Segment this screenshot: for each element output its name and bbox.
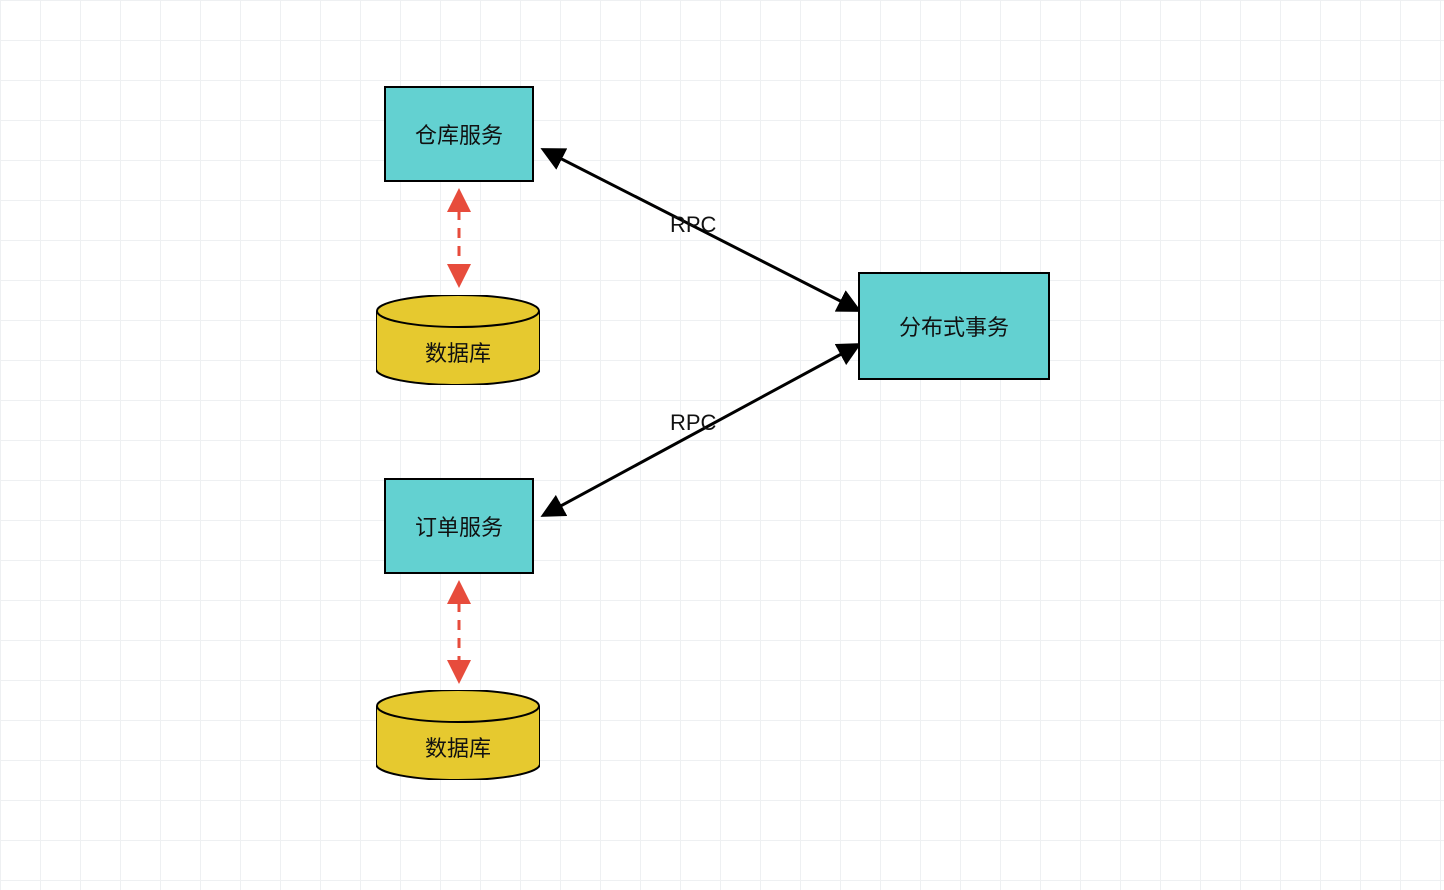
node-label: 分布式事务: [899, 310, 1009, 342]
edges-layer: [0, 0, 1444, 890]
node-distributed-transaction: 分布式事务: [858, 272, 1050, 380]
node-order-service: 订单服务: [384, 478, 534, 574]
edge-label-rpc: RPC: [670, 410, 716, 436]
edge-label-rpc: RPC: [670, 212, 716, 238]
database-icon: [376, 690, 540, 780]
database-cylinder-2: 数据库: [376, 690, 540, 780]
diagram-canvas: 仓库服务 订单服务 分布式事务 数据库 数据库 RPC RPC: [0, 0, 1444, 890]
node-label: 订单服务: [415, 510, 503, 542]
database-cylinder-1: 数据库: [376, 295, 540, 385]
node-label: 仓库服务: [415, 118, 503, 150]
database-icon: [376, 295, 540, 385]
node-warehouse-service: 仓库服务: [384, 86, 534, 182]
